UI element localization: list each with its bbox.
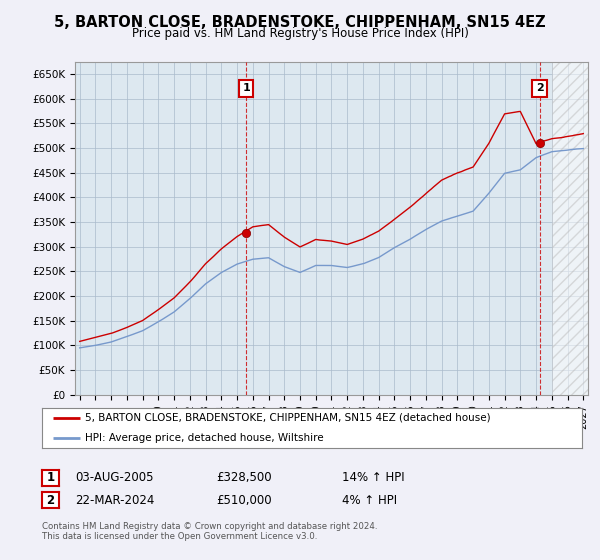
Text: 22-MAR-2024: 22-MAR-2024 xyxy=(75,493,154,507)
Bar xyxy=(552,62,588,395)
Text: Price paid vs. HM Land Registry's House Price Index (HPI): Price paid vs. HM Land Registry's House … xyxy=(131,27,469,40)
Text: £328,500: £328,500 xyxy=(216,471,272,484)
Text: 14% ↑ HPI: 14% ↑ HPI xyxy=(342,471,404,484)
Text: 2: 2 xyxy=(536,83,544,94)
Text: 2: 2 xyxy=(46,493,55,507)
Text: 5, BARTON CLOSE, BRADENSTOKE, CHIPPENHAM, SN15 4EZ: 5, BARTON CLOSE, BRADENSTOKE, CHIPPENHAM… xyxy=(54,15,546,30)
Text: 1: 1 xyxy=(46,471,55,484)
Text: 1: 1 xyxy=(242,83,250,94)
Text: 03-AUG-2005: 03-AUG-2005 xyxy=(75,471,154,484)
Text: 5, BARTON CLOSE, BRADENSTOKE, CHIPPENHAM, SN15 4EZ (detached house): 5, BARTON CLOSE, BRADENSTOKE, CHIPPENHAM… xyxy=(85,413,491,423)
Text: £510,000: £510,000 xyxy=(216,493,272,507)
Text: 4% ↑ HPI: 4% ↑ HPI xyxy=(342,493,397,507)
Text: Contains HM Land Registry data © Crown copyright and database right 2024.
This d: Contains HM Land Registry data © Crown c… xyxy=(42,522,377,542)
Text: HPI: Average price, detached house, Wiltshire: HPI: Average price, detached house, Wilt… xyxy=(85,433,324,443)
